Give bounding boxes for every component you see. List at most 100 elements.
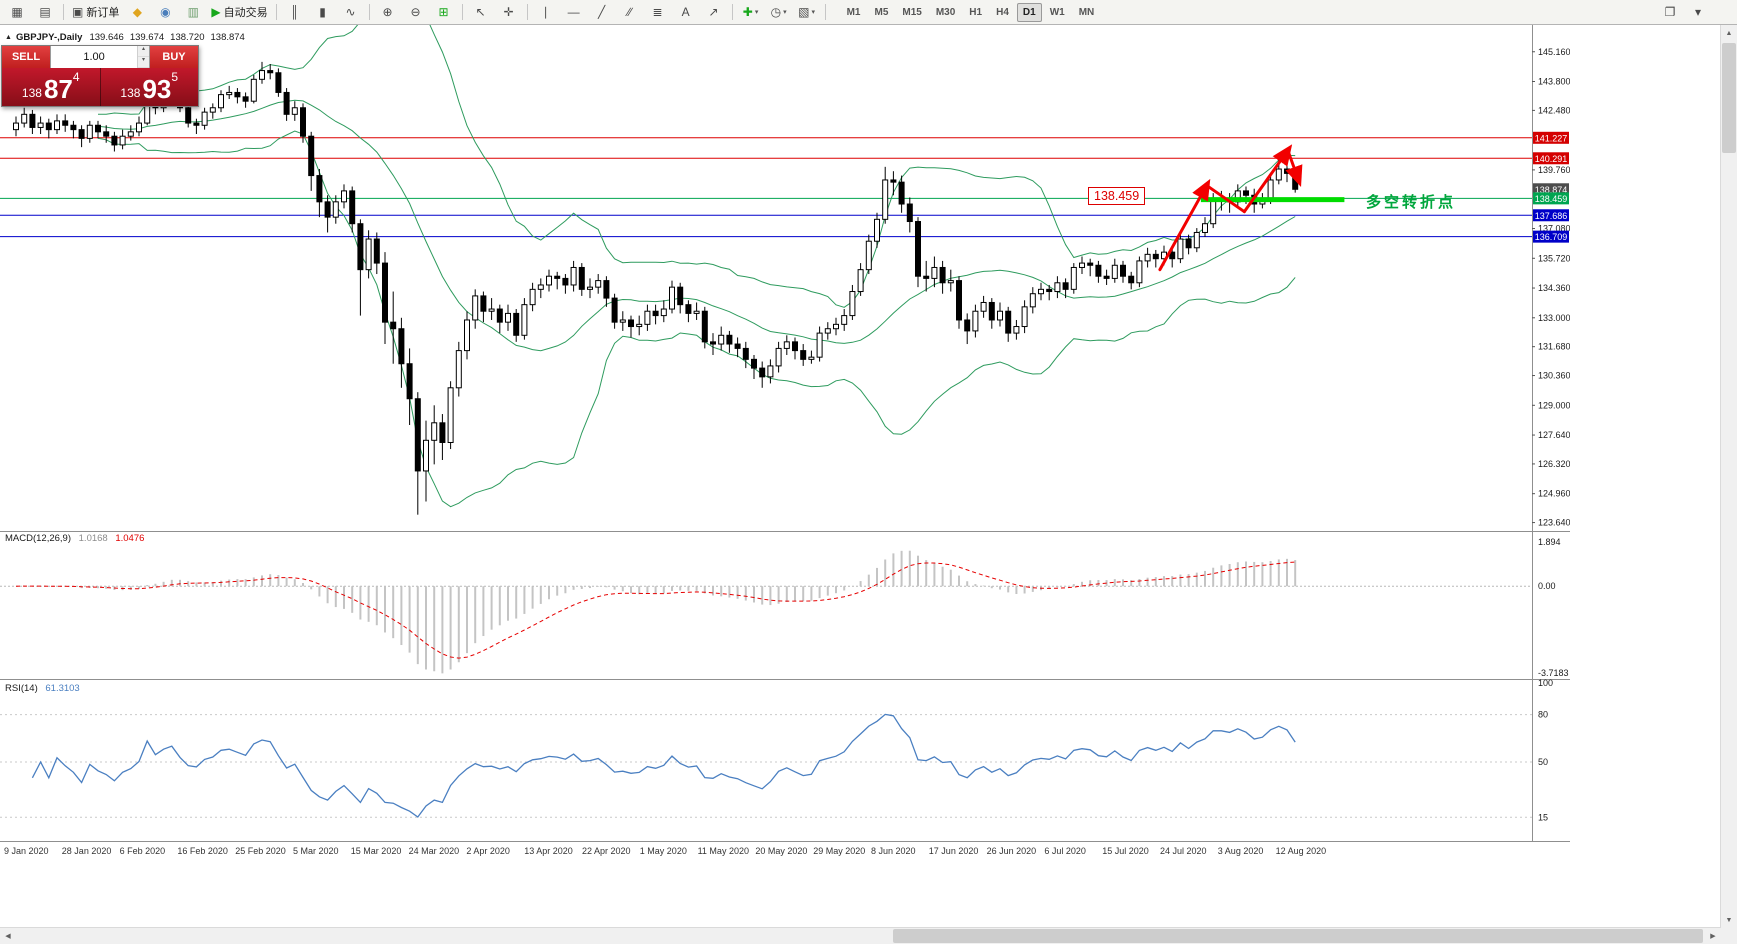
svg-text:28 Jan 2020: 28 Jan 2020	[62, 846, 112, 856]
bars-chart-icon[interactable]: ║	[282, 1, 308, 23]
sell-price[interactable]: 138 87 4	[2, 68, 100, 106]
profiles-icon[interactable]: ▤	[32, 1, 58, 23]
terminal-icon[interactable]: ▥	[180, 1, 206, 23]
cursor-icon[interactable]: ↖	[468, 1, 494, 23]
timeframe-h4[interactable]: H4	[996, 6, 1009, 18]
autotrading-button[interactable]: ▶ 自动交易	[208, 1, 270, 23]
svg-text:15 Jul 2020: 15 Jul 2020	[1102, 846, 1149, 856]
macd-name: MACD(12,26,9)	[5, 533, 71, 544]
zoom-out-icon[interactable]: ⊖	[403, 1, 429, 23]
macd-signal-value: 1.0476	[115, 533, 145, 544]
fibonacci-icon[interactable]: ≣	[645, 1, 671, 23]
market-watch-icon-glyph: ◆	[132, 5, 142, 19]
sell-price-point: 4	[72, 70, 80, 84]
horizontal-line-icon[interactable]: ―	[561, 1, 587, 23]
buy-price-whole: 138	[120, 86, 141, 100]
candles-chart-icon[interactable]: ▮	[310, 1, 336, 23]
timeframe-w1[interactable]: W1	[1049, 6, 1065, 18]
scroll-left-button[interactable]: ◀	[5, 933, 11, 940]
zoom-in-icon[interactable]: ⊕	[375, 1, 401, 23]
toolbar-separator	[731, 4, 733, 20]
lot-decrease-button[interactable]: ▾	[138, 57, 149, 68]
line-chart-icon[interactable]: ∿	[338, 1, 364, 23]
svg-text:6 Jul 2020: 6 Jul 2020	[1044, 846, 1086, 856]
collapse-panel-toggle-icon[interactable]: ▲	[5, 34, 12, 41]
rsi-value: 61.3103	[45, 683, 80, 694]
text-icon-glyph: A	[681, 5, 690, 19]
arrows-icon-glyph: ↗	[708, 5, 719, 19]
navigator-icon[interactable]: ◉	[152, 1, 178, 23]
svg-text:9 Jan 2020: 9 Jan 2020	[4, 846, 49, 856]
timeframe-m30[interactable]: M30	[935, 6, 956, 18]
timeframe-m1[interactable]: M1	[846, 6, 861, 18]
vertical-line-icon[interactable]: ∣	[533, 1, 559, 23]
new-order-button[interactable]: ▣ 新订单	[69, 1, 122, 23]
svg-text:-3.7183: -3.7183	[1538, 668, 1569, 678]
svg-text:0.00: 0.00	[1538, 581, 1556, 591]
chart-canvas[interactable]: 145.160 143.800 142.480 139.760 137.080 135.7…	[0, 25, 1570, 861]
svg-text:138.459: 138.459	[1535, 194, 1568, 204]
vertical-line-icon-glyph: ∣	[542, 5, 549, 19]
svg-text:17 Jun 2020: 17 Jun 2020	[929, 846, 979, 856]
svg-text:100: 100	[1538, 678, 1553, 688]
scroll-down-button[interactable]: ▼	[1725, 916, 1733, 924]
timeframe-mn[interactable]: MN	[1078, 6, 1095, 18]
svg-text:127.640: 127.640	[1538, 430, 1570, 440]
price-axis: 145.160 143.800 142.480 139.760 137.080 135.7…	[1532, 47, 1570, 528]
trendline-icon[interactable]: ╱	[589, 1, 615, 23]
svg-text:8 Jun 2020: 8 Jun 2020	[871, 846, 916, 856]
high-value: 139.674	[129, 32, 165, 43]
tile-windows-icon-glyph: ⊞	[438, 5, 449, 19]
timeframe-h1[interactable]: H1	[969, 6, 983, 18]
vertical-scroll-thumb[interactable]	[1722, 43, 1736, 153]
pane-separators	[0, 25, 1570, 842]
sell-button[interactable]: SELL	[2, 46, 50, 68]
trade-panel-price-row: 138 87 4 138 93 5	[2, 68, 198, 106]
macd-pane	[0, 550, 1532, 674]
close-value: 138.874	[210, 32, 245, 43]
vertical-scrollbar[interactable]: ▲ ▼	[1720, 25, 1737, 928]
line-chart-icon-glyph: ∿	[345, 5, 356, 19]
scroll-up-button[interactable]: ▲	[1725, 29, 1733, 37]
svg-text:1 May 2020: 1 May 2020	[640, 846, 687, 856]
crosshair-icon[interactable]: ✛	[496, 1, 522, 23]
macd-axis: 1.894 0.00 -3.7183	[1538, 537, 1569, 678]
svg-text:137.686: 137.686	[1535, 211, 1568, 221]
timeframe-m5[interactable]: M5	[874, 6, 889, 18]
svg-text:50: 50	[1538, 757, 1548, 767]
turning-point-label: 多空转折点	[1366, 194, 1457, 211]
docking-icon[interactable]: ❐	[1657, 1, 1683, 23]
text-icon[interactable]: A	[673, 1, 699, 23]
toolbar-more-icon[interactable]: ▾	[1685, 1, 1711, 23]
new-chart-icon[interactable]: ▦	[4, 1, 30, 23]
channel-icon[interactable]: ∕∕	[617, 1, 643, 23]
buy-price-pips: 93	[142, 74, 172, 104]
zoom-out-icon-glyph: ⊖	[410, 5, 421, 19]
timeframe-d1[interactable]: D1	[1016, 2, 1042, 22]
new-order-button-glyph: ▣	[72, 5, 84, 19]
horizontal-scroll-thumb[interactable]	[893, 929, 1703, 943]
tile-windows-icon[interactable]: ⊞	[431, 1, 457, 23]
lot-increase-button[interactable]: ▴	[138, 46, 149, 57]
sell-price-whole: 138	[21, 86, 42, 100]
bollinger-bands	[97, 25, 1296, 508]
buy-button[interactable]: BUY	[150, 46, 198, 68]
rsi-pane	[0, 713, 1532, 818]
macd-signal-line	[15, 561, 1296, 659]
price-callout: 138.459	[1088, 187, 1146, 205]
market-watch-icon[interactable]: ◆	[124, 1, 150, 23]
indicators-icon[interactable]: ✚ ▾	[738, 1, 764, 23]
periods-icon[interactable]: ◷ ▾	[766, 1, 792, 23]
lot-input[interactable]	[51, 46, 138, 68]
buy-price[interactable]: 138 93 5	[99, 68, 199, 106]
svg-text:15 Mar 2020: 15 Mar 2020	[351, 846, 402, 856]
arrows-icon[interactable]: ↗	[701, 1, 727, 23]
templates-icon[interactable]: ▧ ▾	[794, 1, 820, 23]
timeframe-m15[interactable]: M15	[902, 6, 922, 18]
horizontal-line-icon-glyph: ―	[567, 5, 580, 19]
sell-price-pips: 87	[43, 74, 73, 104]
horizontal-scrollbar[interactable]: ◀ ▶	[0, 927, 1721, 944]
toolbar-separator	[526, 4, 528, 20]
scroll-right-button[interactable]: ▶	[1710, 933, 1716, 940]
svg-text:2 Apr 2020: 2 Apr 2020	[466, 846, 510, 856]
